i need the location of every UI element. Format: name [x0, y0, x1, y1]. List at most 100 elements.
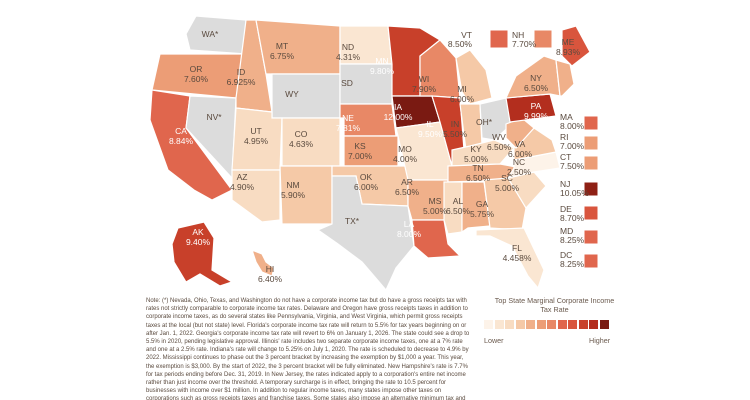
state-rate-ia: 12.00% [384, 112, 413, 122]
chip-rate-nh: 7.70% [512, 39, 537, 49]
chip-abbr-vt: VT [461, 30, 472, 40]
legend-swatch [547, 320, 556, 329]
state-abbr-fl: FL [512, 243, 522, 253]
state-rate-mo: 4.00% [393, 154, 418, 164]
state-abbr-nd: ND [342, 42, 354, 52]
state-abbr-hi: HI [266, 264, 275, 274]
footnote: Note: (*) Nevada, Ohio, Texas, and Washi… [146, 298, 470, 400]
chip-rate-ri: 7.00% [560, 141, 585, 151]
state-al [461, 181, 491, 234]
chip-swatch-ct [583, 155, 599, 171]
state-rate-ar: 6.50% [395, 187, 420, 197]
state-rate-hi: 6.40% [258, 274, 283, 284]
legend-swatch [599, 320, 609, 329]
chip-rate-ct: 7.50% [560, 161, 585, 171]
chip-swatch-ma [583, 115, 599, 131]
state-abbr-nv: NV* [206, 112, 222, 122]
state-ak [171, 221, 234, 287]
state-abbr-wv: WV [492, 132, 506, 142]
state-abbr-az: AZ [237, 172, 248, 182]
state-abbr-wy: WY [285, 89, 299, 99]
state-abbr-il: IL [426, 119, 433, 129]
state-or [151, 53, 247, 99]
legend-swatch [526, 320, 535, 329]
legend-swatch [578, 320, 588, 329]
state-abbr-mi: MI [457, 84, 466, 94]
state-abbr-al: AL [453, 196, 464, 206]
state-abbr-tx: TX* [345, 216, 360, 226]
state-abbr-pa: PA [531, 101, 542, 111]
state-abbr-ok: OK [360, 172, 373, 182]
state-rate-me: 8.93% [556, 47, 581, 57]
chip-swatch-md [583, 229, 599, 245]
state-rate-az: 4.90% [230, 182, 255, 192]
state-abbr-oh: OH* [476, 117, 493, 127]
state-abbr-va: VA [515, 139, 526, 149]
state-abbr-mn: MN [375, 56, 388, 66]
chip-abbr-nh: NH [512, 30, 524, 40]
state-rate-ne: 7.81% [336, 123, 361, 133]
state-abbr-ny: NY [530, 73, 542, 83]
state-abbr-wi: WI [419, 74, 429, 84]
legend-swatch [505, 320, 514, 329]
state-hi [251, 248, 275, 277]
state-rate-nc: 2.50% [507, 167, 532, 177]
state-rate-ak: 9.40% [186, 237, 211, 247]
state-fl [475, 227, 545, 290]
legend-color-scale [484, 320, 610, 329]
legend-title: Top State Marginal Corporate Income Tax … [494, 296, 615, 314]
state-rate-pa: 9.99% [524, 111, 549, 121]
state-abbr-mt: MT [276, 41, 288, 51]
state-labels: WA*OR7.60%CA8.84%NV*ID6.925%MT6.75%WYUT4… [169, 29, 581, 284]
state-me [561, 25, 591, 67]
chip-rate-de: 8.70% [560, 213, 585, 223]
legend-swatch [515, 320, 525, 329]
state-rate-ga: 5.75% [470, 209, 495, 219]
small-state-chips: VT8.50% NH7.70% MA8.00%RI7.00%CT7.50% NJ10.… [448, 29, 599, 269]
state-abbr-me: ME [562, 37, 575, 47]
state-rate-mi: 6.00% [450, 94, 475, 104]
state-abbr-ky: KY [470, 144, 482, 154]
state-abbr-mo: MO [398, 144, 412, 154]
chip-abbr-dc: DC [560, 250, 572, 260]
state-abbr-ia: IA [394, 102, 402, 112]
state-tx [316, 175, 415, 292]
chip-rate-vt: 8.50% [448, 39, 473, 49]
state-rate-ut: 4.95% [244, 136, 269, 146]
state-rate-mt: 6.75% [270, 51, 295, 61]
chip-abbr-nj: NJ [560, 179, 570, 189]
chip-rate-nj: 10.05% [560, 188, 589, 198]
state-abbr-ne: NE [342, 113, 354, 123]
state-rate-ok: 6.00% [354, 182, 379, 192]
state-abbr-ak: AK [192, 227, 204, 237]
state-rate-ms: 5.00% [423, 206, 448, 216]
chip-rate-ma: 8.00% [560, 121, 585, 131]
state-rate-il: 9.50% [418, 129, 443, 139]
state-wy [271, 73, 341, 119]
state-rate-wi: 7.90% [412, 84, 437, 94]
state-abbr-wa: WA* [202, 29, 219, 39]
state-rate-al: 6.50% [446, 206, 471, 216]
state-abbr-ut: UT [250, 126, 261, 136]
state-abbr-tn: TN [472, 163, 483, 173]
state-rate-mn: 9.80% [370, 66, 395, 76]
state-shapes [149, 15, 591, 292]
state-rate-la: 8.00% [397, 229, 422, 239]
state-rate-sc: 5.00% [495, 183, 520, 193]
state-abbr-ms: MS [429, 196, 442, 206]
chip-abbr-de: DE [560, 204, 572, 214]
state-rate-wv: 6.50% [487, 142, 512, 152]
state-abbr-la: LA [404, 219, 415, 229]
state-oh [479, 97, 513, 141]
state-abbr-ca: CA [175, 126, 187, 136]
state-abbr-sd: SD [341, 78, 353, 88]
state-rate-nm: 5.90% [281, 190, 306, 200]
chip-abbr-ct: CT [560, 152, 571, 162]
chip-rate-dc: 8.25% [560, 259, 585, 269]
legend-higher-label: Higher [589, 336, 611, 345]
state-abbr-in: IN [451, 119, 460, 129]
chip-abbr-ri: RI [560, 132, 569, 142]
legend-swatch [589, 320, 598, 329]
